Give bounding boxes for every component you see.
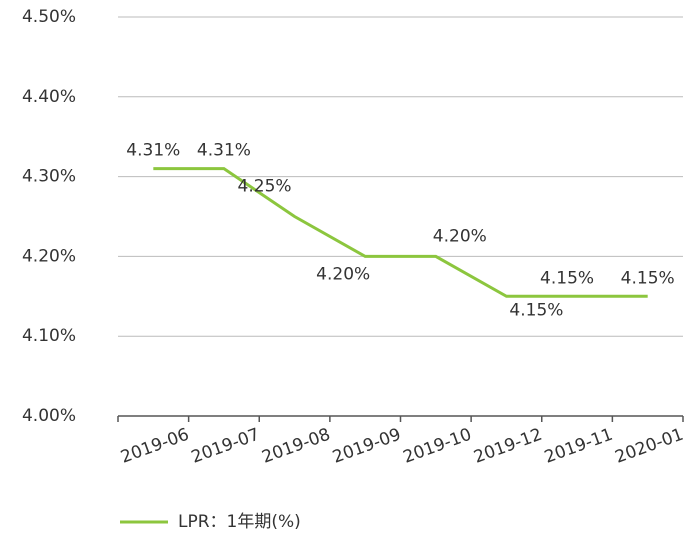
data-label: 4.20% <box>433 226 487 246</box>
x-tick-label: 2019-08 <box>259 425 333 468</box>
x-tick-label: 2019-10 <box>401 425 475 468</box>
legend-label: LPR：1年期(%) <box>178 512 301 532</box>
y-tick-label: 4.00% <box>22 406 76 426</box>
y-tick-label: 4.40% <box>22 87 76 107</box>
data-label: 4.15% <box>621 268 675 288</box>
x-tick-label: 2020-01 <box>613 425 687 468</box>
data-label: 4.20% <box>316 264 370 284</box>
data-label: 4.31% <box>197 141 251 161</box>
x-tick-label: 2019-07 <box>189 425 263 468</box>
data-label: 4.15% <box>509 300 563 320</box>
y-tick-label: 4.50% <box>22 7 76 27</box>
x-tick-label: 2019-09 <box>330 425 404 468</box>
data-label: 4.25% <box>238 177 292 197</box>
data-label: 4.31% <box>126 141 180 161</box>
x-tick-label: 2019-12 <box>471 425 545 468</box>
y-tick-label: 4.30% <box>22 167 76 187</box>
x-tick-label: 2019-11 <box>542 425 616 468</box>
y-tick-label: 4.10% <box>22 326 76 346</box>
x-tick-label: 2019-06 <box>118 425 192 468</box>
y-tick-label: 4.20% <box>22 246 76 266</box>
data-label: 4.15% <box>540 268 594 288</box>
line <box>153 167 648 298</box>
